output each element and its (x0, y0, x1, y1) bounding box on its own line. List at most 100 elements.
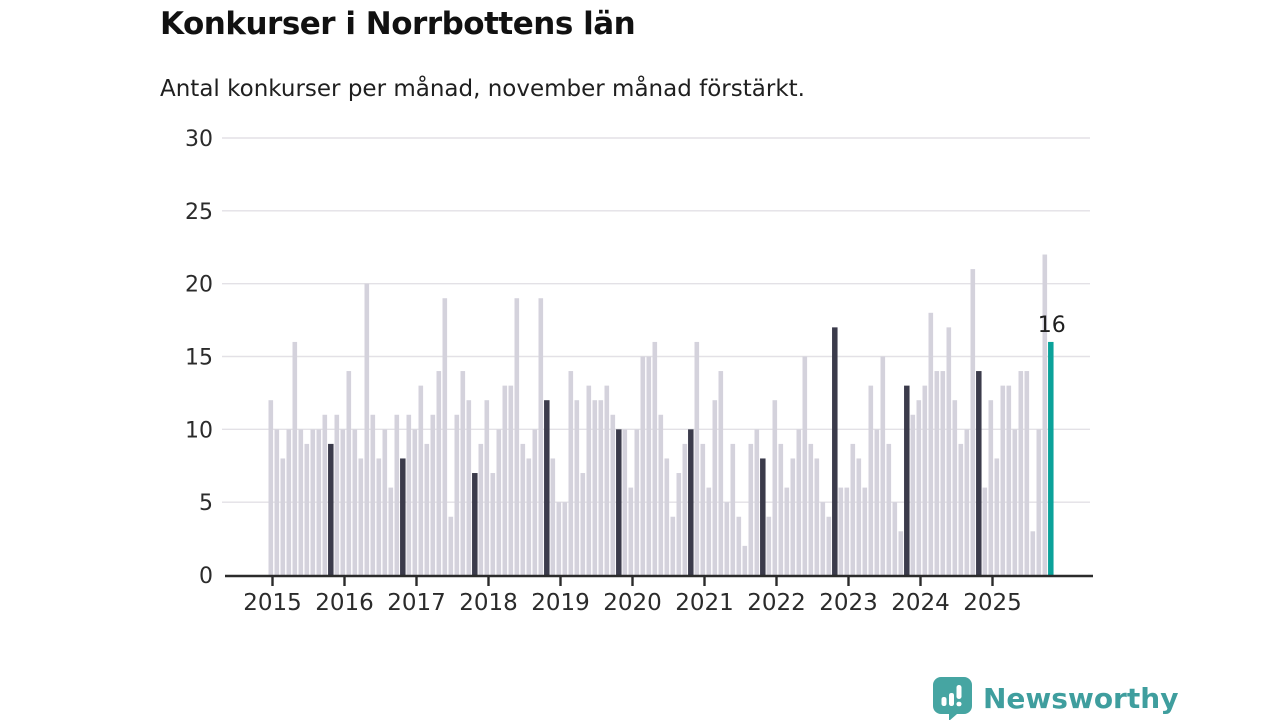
bar (886, 443, 892, 575)
bar (964, 429, 970, 575)
bar (568, 371, 574, 575)
bar (1024, 371, 1030, 575)
bar (712, 400, 718, 575)
bar-november (688, 429, 694, 575)
bar (388, 487, 394, 575)
bar (1042, 254, 1048, 576)
y-axis-tick-label: 20 (185, 273, 213, 298)
x-axis-tick-label: 2025 (963, 590, 1022, 616)
bar (646, 356, 652, 575)
bar (790, 458, 796, 575)
current-value-label: 16 (1038, 313, 1066, 338)
bar (538, 298, 544, 575)
bar (862, 487, 868, 575)
y-axis-tick-label: 5 (199, 491, 213, 516)
bar-november (328, 443, 334, 575)
bar (766, 516, 772, 575)
bar (496, 429, 502, 575)
bar-november (760, 458, 766, 575)
bar (724, 502, 730, 575)
bar (874, 429, 880, 575)
bar (682, 443, 688, 575)
bar (982, 487, 988, 575)
y-axis-tick-label: 15 (185, 346, 213, 371)
bar (460, 371, 466, 575)
x-axis-tick-label: 2022 (747, 590, 806, 616)
bar (1030, 531, 1036, 575)
bar (514, 298, 520, 575)
bar (1036, 429, 1042, 575)
bar-current-month (1048, 341, 1054, 575)
x-axis-tick-label: 2018 (459, 590, 518, 616)
bar (550, 458, 556, 575)
bar (304, 443, 310, 575)
bar (454, 414, 460, 575)
bar (754, 429, 760, 575)
bar (670, 516, 676, 575)
x-axis-tick-label: 2024 (891, 590, 950, 616)
bar (334, 414, 340, 575)
bar (358, 458, 364, 575)
bar (376, 458, 382, 575)
bar (628, 487, 634, 575)
bar (394, 414, 400, 575)
bar (802, 356, 808, 575)
bar (940, 371, 946, 575)
bar (634, 429, 640, 575)
bar (310, 429, 316, 575)
footer-brand: Newsworthy (932, 676, 1178, 720)
bar (748, 443, 754, 575)
bar (412, 429, 418, 575)
bar (892, 502, 898, 575)
bar (838, 487, 844, 575)
bar (676, 473, 682, 575)
bar (346, 371, 352, 575)
bar (424, 443, 430, 575)
bar (1012, 429, 1018, 575)
bar (340, 429, 346, 575)
newsworthy-logo-icon (933, 677, 972, 720)
bar (952, 400, 958, 575)
bar (280, 458, 286, 575)
x-axis-tick-label: 2016 (315, 590, 374, 616)
bar-november (832, 327, 838, 575)
y-axis-tick-label: 30 (185, 127, 213, 152)
bar (622, 429, 628, 575)
bar (292, 341, 298, 575)
bar (406, 414, 412, 575)
x-axis-tick-label: 2017 (387, 590, 446, 616)
bar (988, 400, 994, 575)
bar (826, 516, 832, 575)
bar (418, 385, 424, 575)
bar (718, 371, 724, 575)
bar (772, 400, 778, 575)
y-axis-tick-label: 0 (199, 564, 213, 589)
bar (448, 516, 454, 575)
bar-november (904, 385, 910, 575)
bar (796, 429, 802, 575)
bar (934, 371, 940, 575)
x-axis-tick-label: 2023 (819, 590, 878, 616)
bar (694, 341, 700, 575)
bar-november (616, 429, 622, 575)
bar-november (544, 400, 550, 575)
bar (820, 502, 826, 575)
bar-november (400, 458, 406, 575)
bar (1018, 371, 1024, 575)
bar (268, 400, 274, 575)
bar (466, 400, 472, 575)
bar (322, 414, 328, 575)
bar (604, 385, 610, 575)
bar (658, 414, 664, 575)
bar (478, 443, 484, 575)
bar (502, 385, 508, 575)
bar (1006, 385, 1012, 575)
x-axis-tick-label: 2021 (675, 590, 734, 616)
x-axis-tick-label: 2015 (243, 590, 302, 616)
bar (610, 414, 616, 575)
bar (562, 502, 568, 575)
bar (526, 458, 532, 575)
bar (652, 341, 658, 575)
bar (352, 429, 358, 575)
